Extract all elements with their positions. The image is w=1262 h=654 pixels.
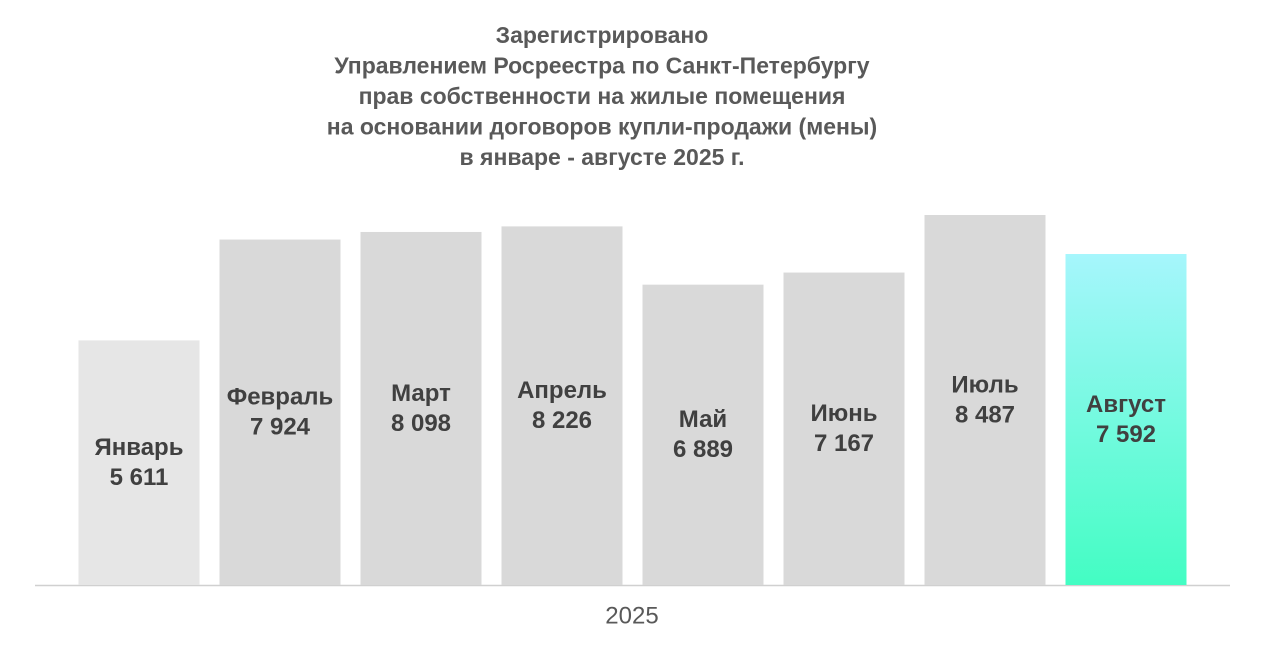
chart-title: прав собственности на жилые помещения bbox=[359, 83, 846, 109]
category-label: Июль bbox=[951, 371, 1018, 398]
bar bbox=[78, 340, 200, 585]
chart-title: Зарегистрировано bbox=[496, 22, 709, 48]
category-label: Июнь bbox=[811, 400, 878, 427]
value-label: 7 592 bbox=[1096, 421, 1156, 448]
value-label: 7 924 bbox=[250, 414, 311, 441]
value-label: 7 167 bbox=[814, 430, 874, 457]
chart-title: Управлением Росреестра по Санкт-Петербур… bbox=[334, 53, 869, 79]
bar bbox=[783, 272, 905, 585]
category-label: Август bbox=[1086, 391, 1166, 418]
category-label: Май bbox=[679, 406, 727, 433]
category-label: Апрель bbox=[517, 377, 607, 404]
value-label: 6 889 bbox=[673, 436, 733, 463]
bar bbox=[1065, 254, 1187, 585]
value-label: 5 611 bbox=[110, 464, 169, 491]
bar bbox=[360, 231, 482, 586]
bar bbox=[924, 215, 1046, 585]
x-axis-label: 2025 bbox=[605, 602, 658, 629]
category-label: Февраль bbox=[227, 384, 334, 411]
value-label: 8 487 bbox=[955, 401, 1015, 428]
bar bbox=[642, 284, 764, 585]
category-label: Январь bbox=[95, 434, 184, 461]
chart-title: на основании договоров купли-продажи (ме… bbox=[327, 114, 877, 140]
category-label: Март bbox=[391, 380, 451, 407]
value-label: 8 098 bbox=[391, 410, 451, 437]
value-label: 8 226 bbox=[532, 407, 592, 434]
chart-title: в январе - августе 2025 г. bbox=[460, 144, 745, 170]
bar bbox=[501, 226, 623, 585]
bar bbox=[219, 239, 341, 585]
